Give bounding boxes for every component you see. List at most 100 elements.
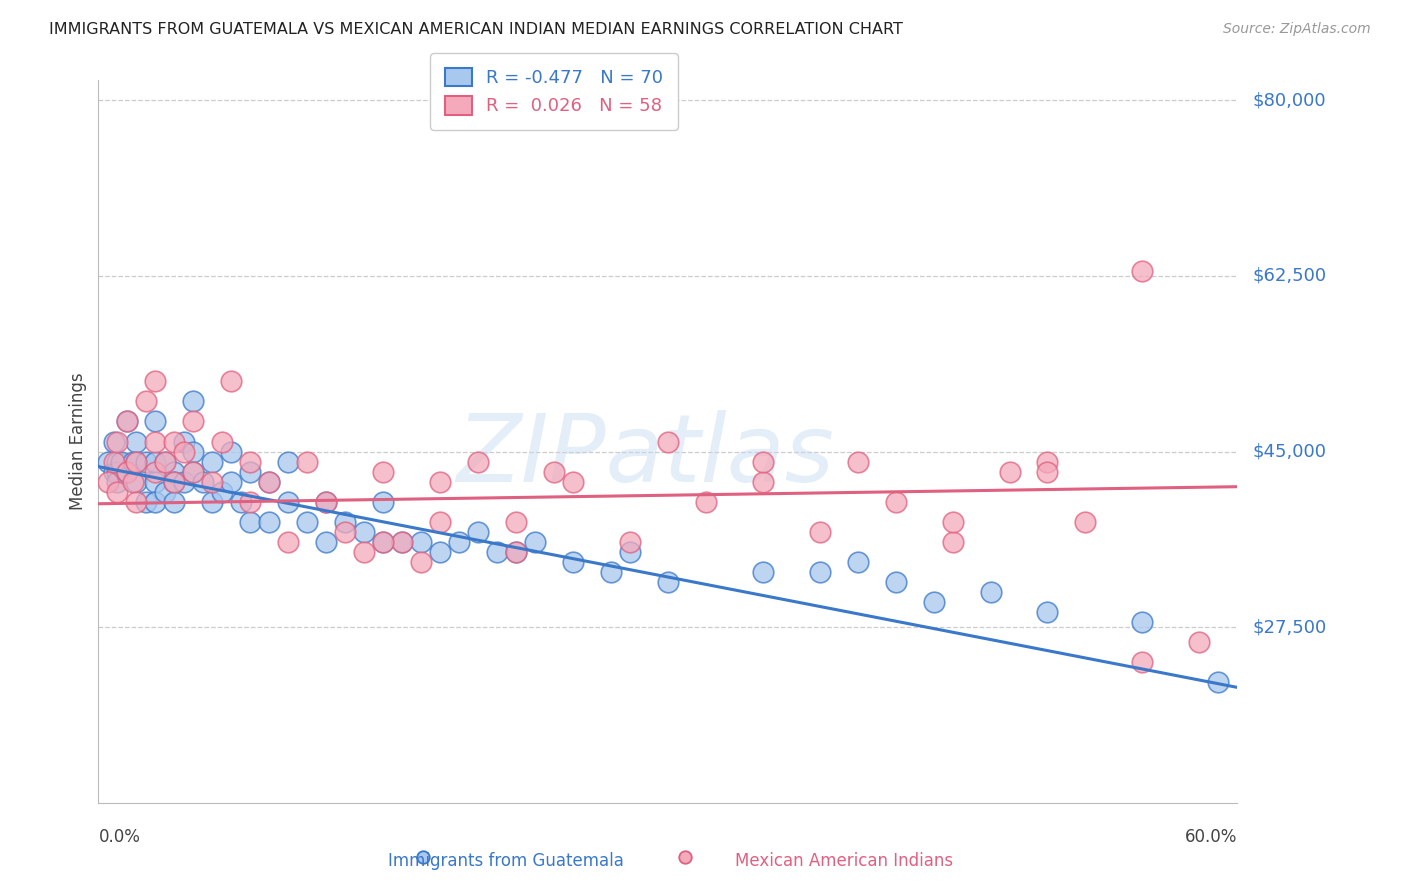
Point (600, 565, 623, 579)
Point (277, 454, 299, 469)
Point (115, 465, 138, 479)
Point (1074, 515, 1097, 529)
Point (145, 475, 167, 489)
Point (153, 484, 176, 499)
Point (173, 444, 195, 458)
Point (449, 534, 471, 549)
Point (107, 434, 129, 449)
Point (211, 484, 233, 499)
Point (1132, 615, 1154, 630)
Point (467, 524, 489, 539)
Point (505, 545, 527, 559)
Point (145, 454, 167, 469)
Point (103, 434, 125, 449)
Point (998, 465, 1021, 479)
Point (942, 515, 965, 529)
Point (103, 454, 125, 469)
Point (335, 524, 357, 539)
Point (411, 534, 433, 549)
Point (277, 534, 299, 549)
Point (1132, 264, 1154, 278)
Text: $27,500: $27,500 (1253, 618, 1327, 636)
Point (110, 454, 132, 469)
Point (1036, 605, 1059, 619)
Point (107, 475, 129, 489)
Point (371, 465, 394, 479)
Point (1188, 635, 1211, 649)
Text: Immigrants from Guatemala: Immigrants from Guatemala (388, 852, 624, 870)
Point (239, 494, 262, 508)
Point (163, 465, 186, 479)
Point (259, 515, 281, 529)
Point (183, 465, 205, 479)
Point (125, 434, 148, 449)
Point (371, 534, 394, 549)
Text: $45,000: $45,000 (1253, 442, 1326, 460)
Point (97, 475, 120, 489)
Point (846, 555, 869, 569)
Point (752, 475, 775, 489)
Point (221, 444, 243, 458)
Point (135, 394, 157, 409)
Point (115, 465, 138, 479)
Point (1208, 675, 1230, 690)
Point (371, 494, 394, 508)
Point (145, 434, 167, 449)
Point (562, 555, 585, 569)
Text: Mexican American Indians: Mexican American Indians (734, 852, 953, 870)
Point (543, 465, 565, 479)
Text: ZIPatlas: ZIPatlas (456, 410, 834, 501)
Point (135, 494, 157, 508)
Point (183, 465, 205, 479)
Y-axis label: Median Earnings: Median Earnings (69, 373, 87, 510)
Point (979, 585, 1001, 599)
Point (211, 434, 233, 449)
Point (125, 494, 148, 508)
Point (808, 565, 831, 579)
Point (145, 374, 167, 388)
Point (191, 475, 214, 489)
Point (163, 475, 186, 489)
Point (115, 414, 138, 428)
Point (115, 414, 138, 428)
Text: $62,500: $62,500 (1253, 267, 1327, 285)
Point (695, 494, 717, 508)
Point (297, 515, 319, 529)
Point (353, 524, 375, 539)
Point (153, 454, 176, 469)
Point (486, 545, 509, 559)
Point (335, 515, 357, 529)
Point (922, 595, 945, 609)
Point (657, 574, 679, 589)
Point (505, 515, 527, 529)
Point (239, 515, 262, 529)
Point (429, 545, 451, 559)
Point (163, 434, 186, 449)
Point (297, 454, 319, 469)
Point (259, 475, 281, 489)
Point (371, 534, 394, 549)
Point (121, 454, 143, 469)
Point (221, 475, 243, 489)
Point (429, 475, 451, 489)
Point (229, 494, 252, 508)
Point (145, 414, 167, 428)
Point (315, 494, 337, 508)
Text: IMMIGRANTS FROM GUATEMALA VS MEXICAN AMERICAN INDIAN MEDIAN EARNINGS CORRELATION: IMMIGRANTS FROM GUATEMALA VS MEXICAN AME… (49, 22, 903, 37)
Point (562, 475, 585, 489)
Text: Source: ZipAtlas.com: Source: ZipAtlas.com (1223, 22, 1371, 37)
Point (125, 475, 148, 489)
Point (884, 574, 907, 589)
Point (145, 494, 167, 508)
Point (657, 434, 679, 449)
Point (1036, 465, 1059, 479)
Point (391, 534, 413, 549)
Point (524, 534, 547, 549)
Point (163, 475, 186, 489)
Point (121, 475, 143, 489)
Point (315, 534, 337, 549)
Point (183, 414, 205, 428)
Point (884, 494, 907, 508)
Point (429, 515, 451, 529)
Point (221, 374, 243, 388)
